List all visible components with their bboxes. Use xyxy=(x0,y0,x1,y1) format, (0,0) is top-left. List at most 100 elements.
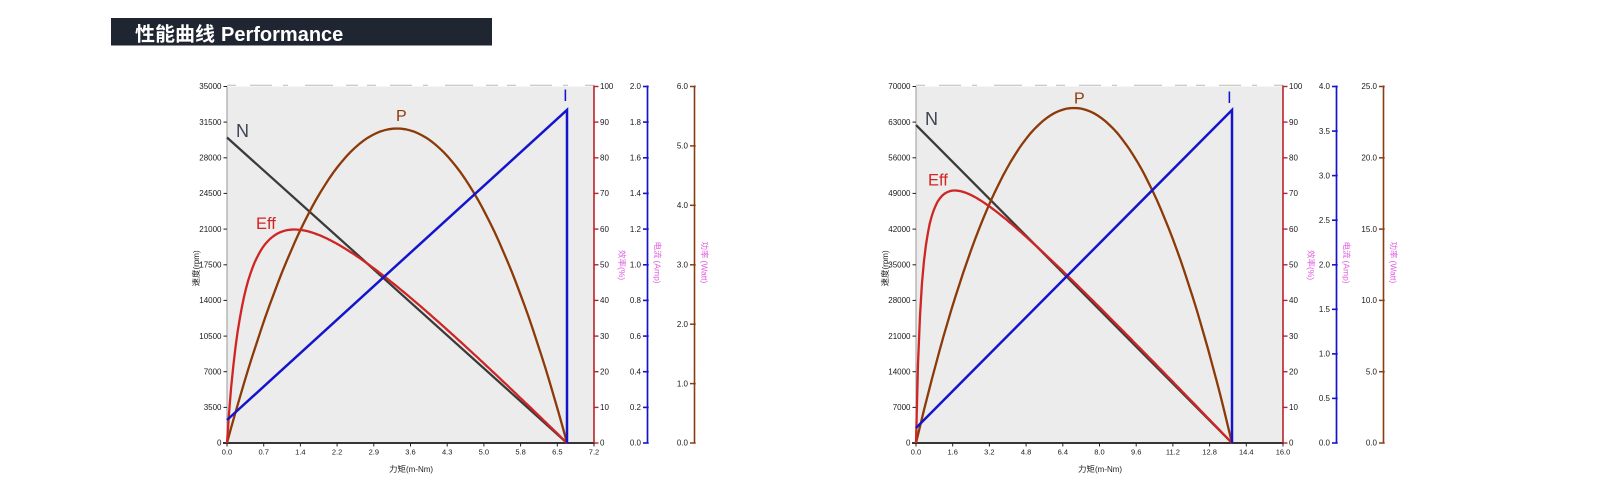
svg-text:90: 90 xyxy=(1289,118,1298,127)
svg-text:80: 80 xyxy=(1289,154,1298,163)
svg-text:28000: 28000 xyxy=(199,154,222,163)
svg-text:4.0: 4.0 xyxy=(1319,82,1331,91)
svg-text:100: 100 xyxy=(600,82,614,91)
svg-text:15.0: 15.0 xyxy=(1361,225,1377,234)
svg-text:0: 0 xyxy=(600,439,605,448)
svg-text:70000: 70000 xyxy=(888,82,911,91)
svg-text:10: 10 xyxy=(600,403,609,412)
svg-text:10.0: 10.0 xyxy=(1361,296,1377,305)
svg-text:1.4: 1.4 xyxy=(630,189,642,198)
svg-text:3500: 3500 xyxy=(204,403,222,412)
svg-text:3.5: 3.5 xyxy=(1319,127,1331,136)
svg-text:21000: 21000 xyxy=(888,332,911,341)
svg-text:0.5: 0.5 xyxy=(1319,394,1331,403)
svg-text:N: N xyxy=(925,109,938,129)
svg-text:N: N xyxy=(236,121,249,141)
svg-text:49000: 49000 xyxy=(888,189,911,198)
svg-text:4.0: 4.0 xyxy=(677,201,689,210)
svg-text:70: 70 xyxy=(600,189,609,198)
svg-text:60: 60 xyxy=(1289,225,1298,234)
svg-text:20: 20 xyxy=(600,367,609,376)
svg-text:0.0: 0.0 xyxy=(1319,439,1331,448)
svg-text:Performance: Performance xyxy=(221,24,343,46)
svg-text:6.5: 6.5 xyxy=(552,448,562,457)
svg-text:5.0: 5.0 xyxy=(1366,367,1378,376)
svg-text:50: 50 xyxy=(600,260,609,269)
svg-text:1.6: 1.6 xyxy=(630,154,642,163)
svg-text:31500: 31500 xyxy=(199,118,222,127)
svg-text:(m-Nm): (m-Nm) xyxy=(406,465,433,474)
svg-text:4.8: 4.8 xyxy=(1021,448,1031,457)
svg-text:30: 30 xyxy=(1289,332,1298,341)
svg-text:100: 100 xyxy=(1289,82,1303,91)
svg-text:20.0: 20.0 xyxy=(1361,154,1377,163)
svg-text:3.0: 3.0 xyxy=(677,260,689,269)
svg-text:3.6: 3.6 xyxy=(405,448,415,457)
svg-text:(Amp): (Amp) xyxy=(1342,261,1352,284)
svg-text:Eff: Eff xyxy=(928,172,948,190)
svg-text:0.0: 0.0 xyxy=(677,439,689,448)
svg-text:3.0: 3.0 xyxy=(1319,171,1331,180)
svg-text:12.8: 12.8 xyxy=(1202,448,1217,457)
svg-text:P: P xyxy=(396,108,407,125)
svg-text:56000: 56000 xyxy=(888,154,911,163)
svg-text:40: 40 xyxy=(600,296,609,305)
svg-text:3.2: 3.2 xyxy=(984,448,994,457)
svg-text:(rpm): (rpm) xyxy=(192,250,201,269)
svg-text:14000: 14000 xyxy=(888,367,911,376)
svg-text:(Watt): (Watt) xyxy=(1389,261,1399,284)
svg-text:1.0: 1.0 xyxy=(1319,350,1331,359)
svg-text:P: P xyxy=(1074,91,1085,108)
svg-text:9.6: 9.6 xyxy=(1131,448,1141,457)
svg-text:6.4: 6.4 xyxy=(1058,448,1068,457)
svg-text:7000: 7000 xyxy=(893,403,911,412)
svg-text:(%): (%) xyxy=(1306,267,1316,280)
svg-text:1.2: 1.2 xyxy=(630,225,642,234)
svg-text:0.0: 0.0 xyxy=(911,448,921,457)
svg-text:2.5: 2.5 xyxy=(1319,216,1331,225)
svg-text:2.2: 2.2 xyxy=(332,448,342,457)
svg-text:(m-Nm): (m-Nm) xyxy=(1095,465,1122,474)
svg-text:(Watt): (Watt) xyxy=(700,261,710,284)
svg-text:0.7: 0.7 xyxy=(258,448,268,457)
svg-text:2.0: 2.0 xyxy=(630,82,642,91)
svg-text:I: I xyxy=(563,86,568,105)
svg-text:35000: 35000 xyxy=(199,82,222,91)
svg-text:6.0: 6.0 xyxy=(677,82,689,91)
svg-text:25.0: 25.0 xyxy=(1361,82,1377,91)
svg-text:(Amp): (Amp) xyxy=(653,261,663,284)
svg-text:0.0: 0.0 xyxy=(1366,439,1378,448)
svg-text:1.4: 1.4 xyxy=(295,448,305,457)
svg-text:1.6: 1.6 xyxy=(947,448,957,457)
svg-text:(%): (%) xyxy=(617,267,627,280)
svg-text:2.0: 2.0 xyxy=(1319,260,1331,269)
svg-text:0: 0 xyxy=(217,439,222,448)
svg-text:42000: 42000 xyxy=(888,225,911,234)
svg-text:Eff: Eff xyxy=(256,215,276,233)
svg-text:24500: 24500 xyxy=(199,189,222,198)
svg-text:11.2: 11.2 xyxy=(1166,448,1180,457)
svg-text:40: 40 xyxy=(1289,296,1298,305)
svg-text:2.0: 2.0 xyxy=(677,320,689,329)
svg-text:70: 70 xyxy=(1289,189,1298,198)
svg-text:0: 0 xyxy=(906,439,911,448)
svg-text:0.0: 0.0 xyxy=(222,448,232,457)
svg-text:0: 0 xyxy=(1289,439,1294,448)
svg-text:60: 60 xyxy=(600,225,609,234)
svg-text:1.8: 1.8 xyxy=(630,118,642,127)
svg-text:0.6: 0.6 xyxy=(630,332,642,341)
svg-text:10500: 10500 xyxy=(199,332,222,341)
svg-text:35000: 35000 xyxy=(888,260,911,269)
svg-text:20: 20 xyxy=(1289,367,1298,376)
svg-text:14000: 14000 xyxy=(199,296,222,305)
svg-text:90: 90 xyxy=(600,118,609,127)
svg-text:0.4: 0.4 xyxy=(630,367,642,376)
svg-text:5.0: 5.0 xyxy=(677,142,689,151)
svg-text:0.0: 0.0 xyxy=(630,439,642,448)
svg-text:17500: 17500 xyxy=(199,260,222,269)
svg-text:0.8: 0.8 xyxy=(630,296,642,305)
svg-text:16.0: 16.0 xyxy=(1276,448,1291,457)
svg-text:1.0: 1.0 xyxy=(677,379,689,388)
svg-text:30: 30 xyxy=(600,332,609,341)
svg-text:7000: 7000 xyxy=(204,367,222,376)
